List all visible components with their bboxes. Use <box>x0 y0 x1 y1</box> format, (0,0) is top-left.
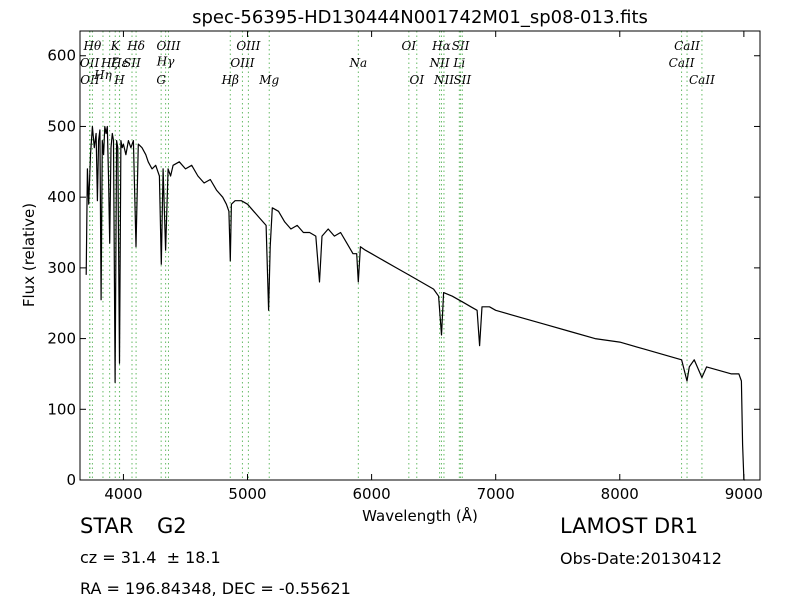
marker-label-7: Hε <box>110 56 128 70</box>
marker-label-8: SII <box>123 56 141 70</box>
x-tick-label-0: 4000 <box>104 485 142 503</box>
y-tick-label-0: 0 <box>66 471 76 489</box>
marker-label-20: NII <box>429 56 450 70</box>
y-tick-label-1: 100 <box>47 400 76 418</box>
object-class: STAR <box>80 514 134 538</box>
marker-label-27: CaII <box>674 39 700 53</box>
x-tick-label-2: 6000 <box>353 485 391 503</box>
marker-label-5: K <box>110 39 121 53</box>
line-markers-layer: OIIOIIHθHηHζKHHεSIIHδGHγOIIIHβOIIIOIIIMg… <box>80 31 715 480</box>
spectrum-layer <box>85 125 746 481</box>
marker-label-6: H <box>113 73 125 87</box>
spectrum-line-0 <box>85 125 746 481</box>
marker-label-11: Hγ <box>156 54 175 68</box>
marker-label-16: Mg <box>258 73 279 87</box>
observation-date: Obs-Date:20130412 <box>560 549 722 568</box>
marker-label-25: SII <box>453 73 471 87</box>
marker-label-21: Hα <box>431 39 451 53</box>
y-tick-label-6: 600 <box>47 47 76 65</box>
marker-label-23: Li <box>452 56 465 70</box>
marker-label-9: Hδ <box>126 39 145 53</box>
x-tick-label-1: 5000 <box>228 485 266 503</box>
plot-frame <box>79 30 761 481</box>
marker-label-3: Hη <box>93 68 112 82</box>
object-subclass: G2 <box>157 514 187 538</box>
marker-label-18: OI <box>402 39 417 53</box>
y-axis-label: Flux (relative) <box>20 203 38 307</box>
coordinates-readout: RA = 196.84348, DEC = -0.55621 <box>80 579 351 598</box>
x-axis-label: Wavelength (Å) <box>362 506 478 525</box>
marker-label-19: OI <box>409 73 424 87</box>
x-tick-label-4: 8000 <box>601 485 639 503</box>
x-tick-label-3: 7000 <box>477 485 515 503</box>
marker-label-15: OIII <box>236 39 260 53</box>
marker-label-13: Hβ <box>221 73 239 87</box>
marker-label-10: G <box>156 73 166 87</box>
survey-label: LAMOST DR1 <box>560 514 699 538</box>
marker-label-22: NII <box>433 73 454 87</box>
marker-label-24: SII <box>452 39 470 53</box>
marker-label-1: OII <box>80 73 100 87</box>
marker-label-28: CaII <box>689 73 715 87</box>
marker-label-14: OIII <box>230 56 254 70</box>
redshift-readout: cz = 31.4 ± 18.1 <box>80 548 221 567</box>
chart-title: spec-56395-HD130444N001742M01_sp08-013.f… <box>192 7 648 28</box>
marker-label-26: CaII <box>669 56 695 70</box>
marker-label-12: OIII <box>156 39 180 53</box>
y-tick-label-3: 300 <box>47 259 76 277</box>
y-tick-label-5: 500 <box>47 117 76 135</box>
x-tick-label-5: 9000 <box>725 485 763 503</box>
y-tick-label-4: 400 <box>47 188 76 206</box>
axis-ticks-layer: 4000 5000 6000 7000 8000 9000 0 100 200 300 400 500… <box>47 31 763 503</box>
marker-label-2: Hθ <box>83 39 102 53</box>
y-tick-label-2: 200 <box>47 330 76 348</box>
marker-label-17: Na <box>349 56 368 70</box>
